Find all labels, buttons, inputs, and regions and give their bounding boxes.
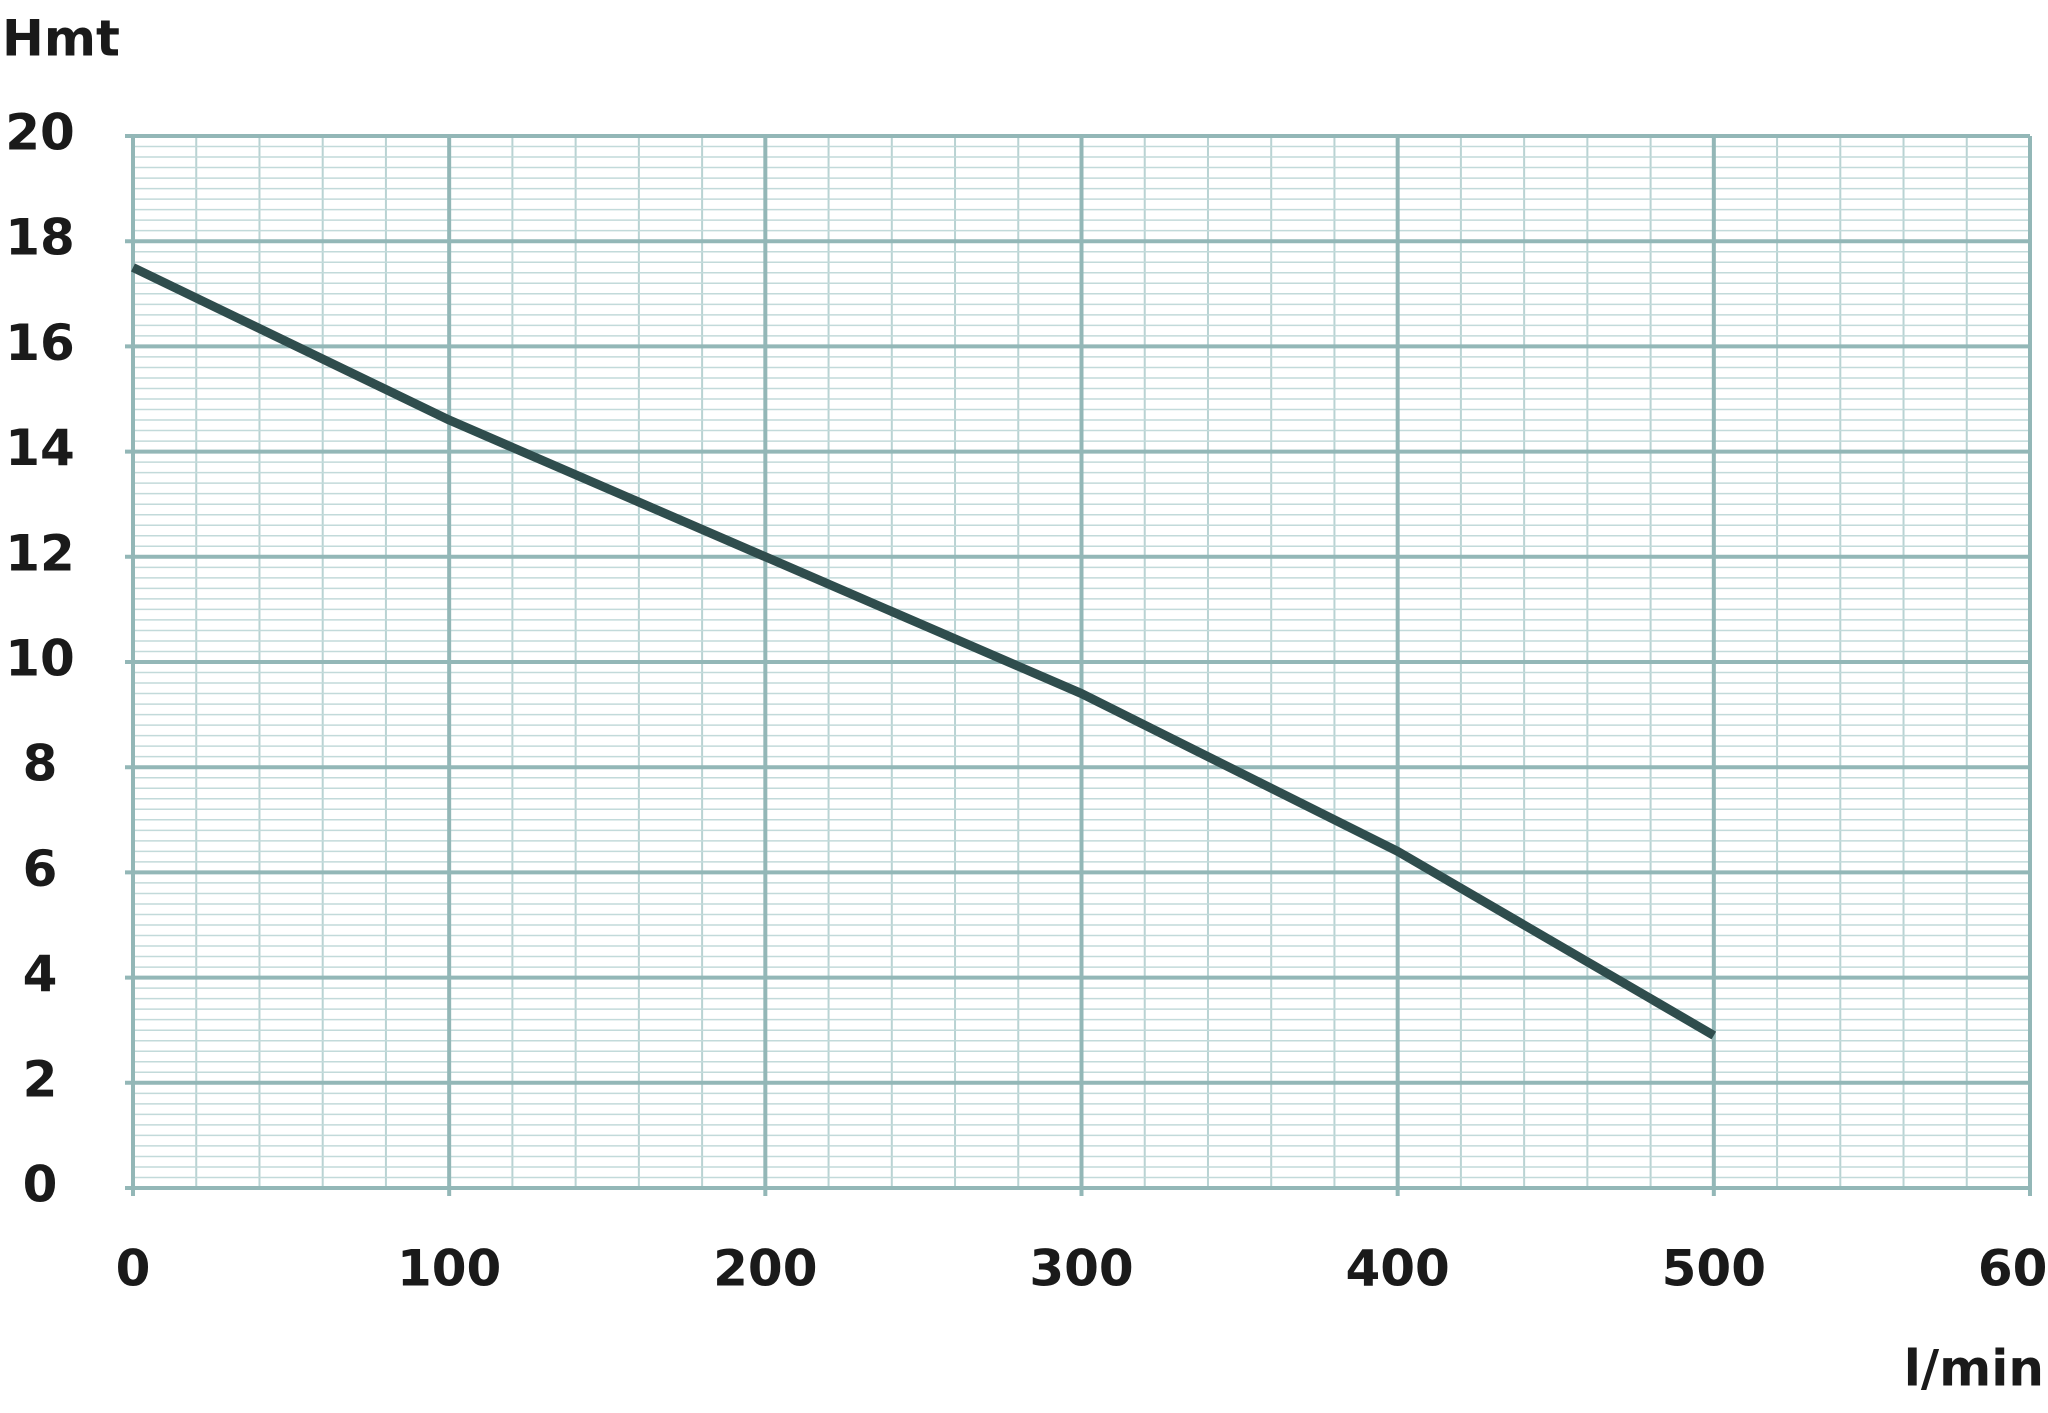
y-axis-label: Hmt [2,10,120,68]
curve [131,263,1717,1040]
y-tick-label: 10 [5,630,75,688]
x-tick-label: 500 [1662,1240,1766,1298]
x-tick-label: 600 [1978,1240,2048,1298]
y-tick-label: 0 [23,1156,58,1214]
x-tick-label: 400 [1345,1240,1449,1298]
y-tick-label: 14 [5,419,75,477]
x-axis-label: l/min [1904,1340,2044,1398]
x-tick-label: 100 [397,1240,501,1298]
y-tick-label: 8 [23,735,58,793]
y-tick-label: 12 [5,524,75,582]
x-tick-label: 200 [713,1240,817,1298]
x-tick-label: 0 [116,1240,151,1298]
y-tick-label: 4 [23,945,58,1003]
y-tick-label: 16 [5,314,75,372]
y-tick-label: 20 [5,104,75,162]
y-tick-label: 6 [23,840,58,898]
y-tick-label: 18 [5,209,75,267]
y-tick-label: 2 [23,1050,58,1108]
x-tick-label: 300 [1029,1240,1133,1298]
